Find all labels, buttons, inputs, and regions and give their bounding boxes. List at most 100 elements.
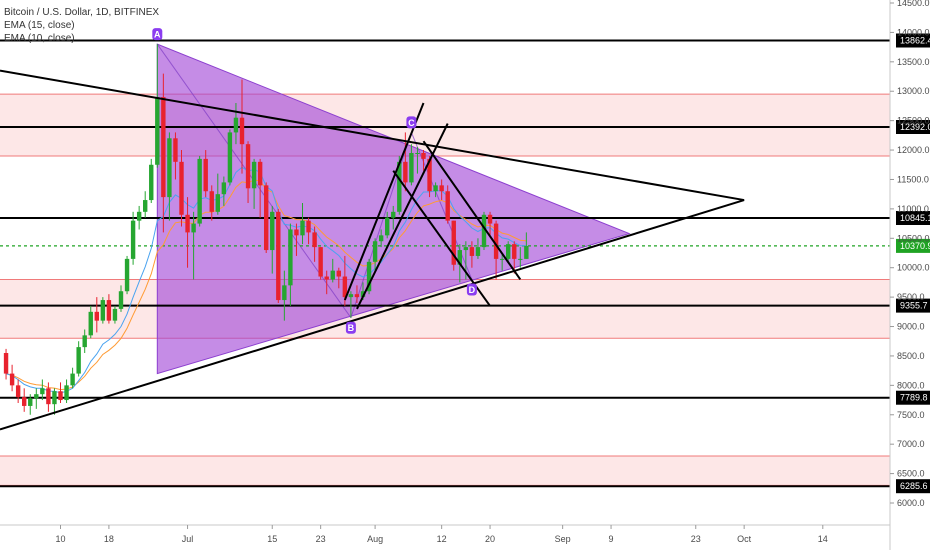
candle-body [481, 214, 487, 248]
candle-body [143, 200, 148, 212]
candle-body [40, 388, 45, 395]
time-tick-label: 14 [818, 534, 828, 544]
candle-body [70, 373, 75, 386]
candle-body [15, 385, 21, 398]
pattern-point-label: C [408, 118, 415, 128]
candle-body [76, 347, 81, 374]
candle-body [451, 220, 456, 265]
price-tick-label: 14000.0 [897, 27, 930, 37]
time-tick-label: Aug [367, 534, 383, 544]
candle-body [366, 261, 372, 292]
price-tick-label: 11000.0 [897, 204, 929, 214]
trendline [0, 69, 745, 202]
candle-body [185, 214, 190, 233]
candle-body [179, 161, 184, 215]
candle-body [506, 244, 511, 259]
price-tick-label: 6500.0 [897, 469, 925, 479]
level-price-label: 13862.4 [900, 36, 932, 46]
price-tick-label: 10500.0 [897, 233, 930, 243]
candle-body [149, 164, 154, 201]
trendline [392, 170, 491, 307]
candle-body [215, 194, 220, 212]
time-tick-label: 18 [104, 534, 114, 544]
candle-body [264, 185, 269, 251]
candle-body [288, 229, 293, 286]
candle-body [391, 211, 396, 218]
candle-body [251, 161, 257, 189]
time-axis[interactable]: 10 18 Jul 15 23 Aug 12 20 Sep 9 23 Oct 14 [0, 524, 890, 544]
indicator-ema10[interactable]: EMA (10, close) [4, 33, 75, 44]
candle-body [58, 391, 63, 401]
candle-body [46, 388, 51, 405]
candle-body [324, 276, 329, 280]
candle-body [227, 132, 233, 183]
level-price-label: 9355.7 [900, 301, 928, 311]
time-tick-label: 20 [485, 534, 495, 544]
chart-title: Bitcoin / U.S. Dollar, 1D, BITFINEX [4, 7, 160, 18]
candle-body [294, 229, 299, 236]
candle-body [427, 158, 432, 192]
support-resistance-zones [0, 93, 890, 486]
candle-body [3, 353, 9, 374]
candle-body [342, 276, 348, 298]
level-price-box [896, 33, 930, 48]
candle-body [173, 138, 178, 162]
price-tick-label: 7000.0 [897, 439, 925, 449]
candle-body [22, 397, 27, 406]
candle-body [493, 223, 499, 259]
candle-body [354, 294, 360, 298]
candle-body [300, 220, 305, 236]
price-tick-label: 9000.0 [897, 322, 925, 332]
pattern-point-marker [152, 28, 163, 41]
time-tick-label: 23 [691, 534, 701, 544]
candle-body [518, 258, 523, 260]
trendline [422, 140, 522, 281]
candle-body [221, 182, 227, 195]
candle-body [445, 191, 450, 221]
time-tick-label: 12 [437, 534, 447, 544]
time-tick-label: 10 [55, 534, 65, 544]
price-tick-label: 13000.0 [897, 86, 930, 96]
candle-body [124, 258, 130, 292]
candle-body [499, 258, 505, 260]
price-tick-label: 12000.0 [897, 145, 930, 155]
candle-body [203, 158, 208, 192]
indicator-ema15[interactable]: EMA (15, close) [4, 20, 75, 31]
candle-body [385, 217, 390, 236]
level-price-label: 6285.6 [900, 481, 928, 491]
candle-body [524, 245, 529, 259]
current-price-line: 10370.9 [0, 238, 932, 253]
candle-body [318, 247, 323, 277]
price-tick-label: 8500.0 [897, 351, 925, 361]
candle-body [439, 185, 444, 192]
candle-body [336, 270, 341, 277]
candle-body [100, 300, 106, 321]
price-tick-label: 8000.0 [897, 380, 925, 390]
candle-body [487, 214, 493, 224]
pattern-points: A B C D [152, 28, 477, 334]
candle-body [397, 161, 402, 212]
candle-body [469, 247, 475, 256]
candle-body [136, 211, 142, 221]
zone-band [0, 279, 890, 339]
time-tick-label: Sep [555, 534, 571, 544]
candle-body [463, 247, 469, 251]
trendline [0, 199, 745, 431]
candle-body [52, 391, 57, 405]
candle-body [378, 235, 384, 242]
level-price-box [896, 120, 930, 134]
candle-body [245, 144, 251, 189]
candle-body [94, 311, 99, 321]
price-axis[interactable]: 6000.0 6500.0 7000.0 7500.0 8000.0 8500.0 9000… [889, 0, 930, 550]
trendlines [0, 69, 745, 431]
candle-body [34, 394, 39, 399]
pattern-point-marker [406, 116, 417, 129]
current-price-box [896, 238, 930, 253]
time-tick-label: Oct [737, 534, 752, 544]
price-tick-label: 10000.0 [897, 263, 930, 273]
candle-body [270, 211, 275, 251]
candle-body [433, 185, 438, 192]
candle-body [88, 311, 93, 336]
pattern-point-marker [345, 321, 356, 334]
